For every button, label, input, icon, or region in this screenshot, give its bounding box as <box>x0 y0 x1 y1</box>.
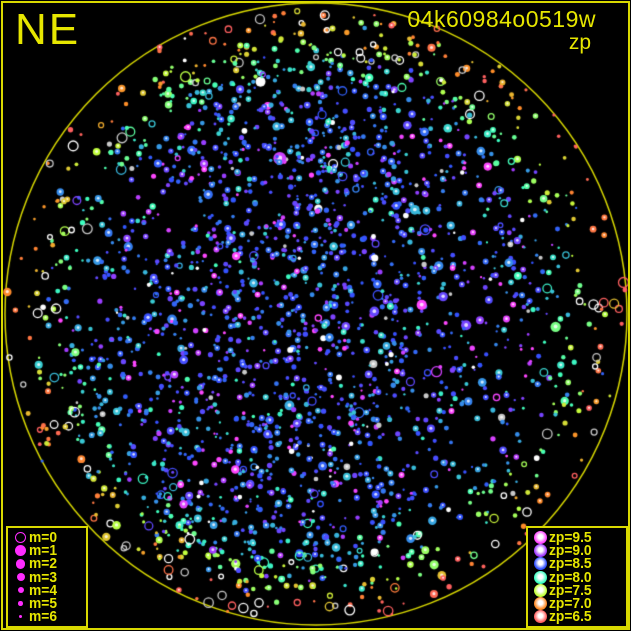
magnitude-legend-label: m=4 <box>29 581 58 599</box>
zp-colorbar-label: zp <box>568 31 591 54</box>
zeropoint-color-swatch-icon <box>532 583 549 597</box>
corner-direction-label: NE <box>15 5 81 54</box>
zeropoint-color-swatch-icon <box>532 557 549 571</box>
zeropoint-color-swatch-icon <box>532 610 549 624</box>
magnitude-legend-row: m=3 <box>12 568 82 586</box>
magnitude-marker-icon <box>12 587 29 594</box>
magnitude-legend-label: m=5 <box>29 595 58 613</box>
magnitude-legend-row: m=1 <box>12 542 82 560</box>
zeropoint-legend-label: zp=8.5 <box>549 555 592 573</box>
zeropoint-legend-label: zp=7.0 <box>549 595 592 613</box>
zeropoint-color-swatch-icon <box>532 544 549 558</box>
magnitude-legend-label: m=2 <box>29 555 58 573</box>
plate-id-label: 04k60984o0519w <box>407 6 596 32</box>
zeropoint-legend-label: zp=8.0 <box>549 568 592 586</box>
zeropoint-legend-row: zp=7.0 <box>532 595 622 613</box>
zeropoint-legend-row: zp=8.5 <box>532 555 622 573</box>
magnitude-marker-icon <box>12 532 29 544</box>
magnitude-legend-label: m=6 <box>29 608 58 626</box>
zeropoint-legend-row: zp=6.5 <box>532 608 622 626</box>
zeropoint-legend-row: zp=9.0 <box>532 542 622 560</box>
magnitude-legend-row: m=2 <box>12 555 82 573</box>
magnitude-legend-row: m=6 <box>12 608 82 626</box>
zeropoint-legend-label: zp=9.0 <box>549 542 592 560</box>
magnitude-legend-row: m=0 <box>12 529 82 547</box>
zeropoint-legend-row: zp=9.5 <box>532 529 622 547</box>
magnitude-marker-icon <box>12 615 29 619</box>
zeropoint-legend-rows: zp=9.5 zp=9.0 zp=8.5 zp=8.0 zp=7.5 zp=7.0 zp=6… <box>532 529 622 626</box>
zeropoint-legend-row: zp=8.0 <box>532 568 622 586</box>
magnitude-legend-label: m=0 <box>29 529 58 547</box>
zeropoint-legend-label: zp=9.5 <box>549 529 592 547</box>
magnitude-legend-rows: m=0 m=1 m=2 m=3 m=4 m=5 m=6 <box>12 529 82 626</box>
zeropoint-legend-label: zp=6.5 <box>549 608 592 626</box>
magnitude-legend-label: m=3 <box>29 568 58 586</box>
magnitude-marker-icon <box>12 601 29 606</box>
zeropoint-legend-label: zp=7.5 <box>549 581 592 599</box>
magnitude-marker-icon <box>12 573 29 582</box>
zeropoint-color-swatch-icon <box>532 531 549 545</box>
magnitude-legend-row: m=4 <box>12 581 82 599</box>
zeropoint-color-swatch-icon <box>532 597 549 611</box>
magnitude-marker-icon <box>12 559 29 569</box>
zeropoint-color-swatch-icon <box>532 570 549 584</box>
zeropoint-legend: zp=9.5 zp=9.0 zp=8.5 zp=8.0 zp=7.5 zp=7.0 zp=6… <box>526 526 628 629</box>
magnitude-legend: m=0 m=1 m=2 m=3 m=4 m=5 m=6 <box>6 526 88 629</box>
magnitude-legend-row: m=5 <box>12 595 82 613</box>
magnitude-legend-label: m=1 <box>29 542 58 560</box>
zeropoint-legend-row: zp=7.5 <box>532 581 622 599</box>
magnitude-marker-icon <box>12 545 29 557</box>
